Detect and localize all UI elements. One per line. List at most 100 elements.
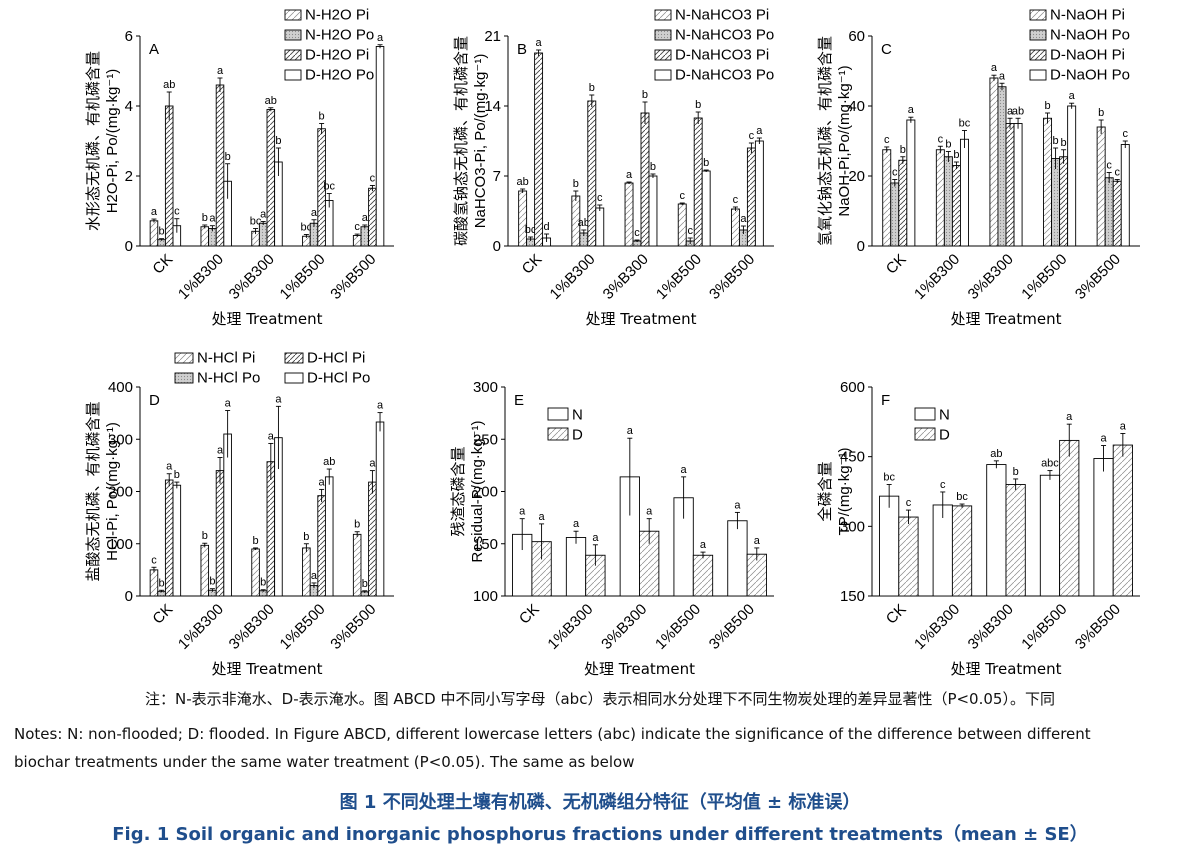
significance-letter: a: [362, 212, 369, 224]
y-tick-label: 20: [848, 168, 865, 185]
bar: [1096, 126, 1106, 247]
significance-letter: b: [362, 578, 368, 590]
y-tick-label: 150: [473, 536, 498, 553]
significance-letter: a: [377, 32, 384, 44]
y-tick-label: 7: [493, 168, 501, 185]
significance-letter: b: [319, 111, 325, 123]
legend-swatch: [284, 352, 304, 364]
bar: [754, 140, 764, 247]
significance-letter: a: [734, 499, 741, 511]
bar: [1005, 123, 1015, 247]
legend-swatch: [174, 372, 194, 384]
significance-letter: a: [166, 461, 173, 473]
bar: [898, 516, 919, 597]
significance-letter: b: [900, 144, 906, 156]
legend-swatch: [654, 9, 672, 21]
significance-letter: a: [626, 169, 633, 181]
legend-swatch: [284, 29, 302, 41]
significance-letter: c: [749, 130, 755, 142]
significance-letter: a: [519, 506, 526, 518]
y-axis-label-en: H2O-Pi, Po/(mg·kg⁻¹): [104, 69, 121, 214]
y-tick-label: 200: [473, 484, 498, 501]
significance-letter: b: [1044, 100, 1050, 112]
x-tick-label: 1%B500: [1018, 251, 1070, 303]
significance-letter: a: [754, 535, 761, 547]
x-tick-label: 1%B300: [911, 251, 963, 303]
significance-letter: a: [700, 539, 707, 551]
significance-letter: b: [159, 577, 165, 589]
y-axis-label-en: NaHCO3-Pi, Po/(mg·kg⁻¹): [472, 54, 489, 229]
significance-letter: a: [209, 213, 216, 225]
x-tick-label: 3%B300: [600, 251, 652, 303]
legend-swatch: [914, 407, 936, 421]
x-axis-label: 处理 Treatment: [585, 310, 696, 328]
significance-letter: a: [681, 464, 688, 476]
bar: [1112, 180, 1122, 247]
significance-letter: a: [369, 458, 376, 470]
significance-letter: bc: [301, 221, 313, 233]
y-tick-label: 300: [473, 379, 498, 396]
x-tick-label: CK: [883, 601, 910, 628]
y-tick-label: 21: [484, 28, 501, 45]
x-tick-label: 1%B300: [547, 251, 599, 303]
x-tick-label: 1%B500: [277, 251, 329, 303]
bar: [266, 109, 276, 247]
significance-letter: a: [999, 70, 1006, 82]
significance-letter: a: [268, 430, 275, 442]
legend-swatch: [654, 69, 672, 81]
y-axis-label-en: HCl-Pi, Po/(mg·kg⁻¹): [104, 422, 121, 561]
significance-letter: b: [202, 212, 208, 224]
x-tick-label: 1%B500: [653, 251, 705, 303]
significance-letter: b: [703, 157, 709, 169]
y-tick-label: 6: [125, 28, 133, 45]
significance-letter: b: [209, 576, 215, 588]
bar: [951, 505, 973, 597]
significance-letter: a: [1007, 105, 1014, 117]
y-axis-label-zh: 碳酸氢钠态无机磷、有机磷含量: [452, 36, 470, 246]
significance-letter: b: [225, 151, 231, 163]
significance-letter: a: [217, 65, 224, 77]
legend-label: D-NaOH Po: [1050, 67, 1130, 84]
significance-letter: a: [991, 62, 998, 74]
bar: [898, 159, 908, 247]
x-tick-label: 1%B500: [277, 601, 329, 653]
significance-letter: b: [650, 161, 656, 173]
legend-swatch: [1029, 29, 1047, 41]
x-tick-label: 3%B300: [965, 251, 1017, 303]
panel-b: 0 7 14 21 B 碳酸氢钠态无机磷、有机磷含量 NaHCO3-Pi, Po/(mg·k…: [452, 7, 774, 329]
x-tick-label: 3%B300: [226, 601, 278, 653]
significance-letter: b: [260, 577, 266, 589]
x-tick-label: CK: [519, 251, 546, 278]
bar: [375, 421, 385, 597]
bar: [251, 548, 260, 597]
significance-letter: a: [217, 445, 224, 457]
significance-letter: a: [311, 570, 318, 582]
significance-letter: a: [539, 511, 546, 523]
legend-swatch: [1029, 49, 1047, 61]
legend-label: N-HCl Pi: [197, 350, 255, 367]
x-tick-label: 1%B500: [1018, 601, 1070, 653]
significance-letter: d: [544, 221, 550, 233]
y-axis-label-zh: 残渣态磷含量: [449, 446, 467, 536]
significance-letter: b: [573, 178, 579, 190]
legend-label: N-H2O Pi: [305, 7, 369, 24]
y-axis-label-zh: 氢氧化钠态无机磷、有机磷含量: [816, 36, 834, 246]
x-tick-label: 1%B300: [911, 601, 963, 653]
legend-swatch: [284, 69, 302, 81]
bar: [360, 226, 370, 247]
significance-letter: bc: [956, 491, 968, 503]
bar: [258, 222, 268, 247]
legend-label: D-HCl Pi: [307, 350, 365, 367]
legend-label: N-NaHCO3 Pi: [675, 7, 769, 24]
x-tick-label: 3%B500: [327, 251, 379, 303]
significance-letter: a: [1066, 411, 1073, 423]
x-tick-label: CK: [883, 251, 910, 278]
y-axis-label-en: Residual-P/(mg·kg⁻¹): [469, 420, 486, 562]
bar: [1104, 177, 1114, 247]
x-tick-label: 1%B300: [544, 601, 596, 653]
bar: [215, 84, 225, 247]
legend-label: D-NaOH Pi: [1050, 47, 1125, 64]
bar: [997, 86, 1007, 247]
bar: [640, 112, 650, 247]
x-tick-label: 3%B500: [327, 601, 379, 653]
